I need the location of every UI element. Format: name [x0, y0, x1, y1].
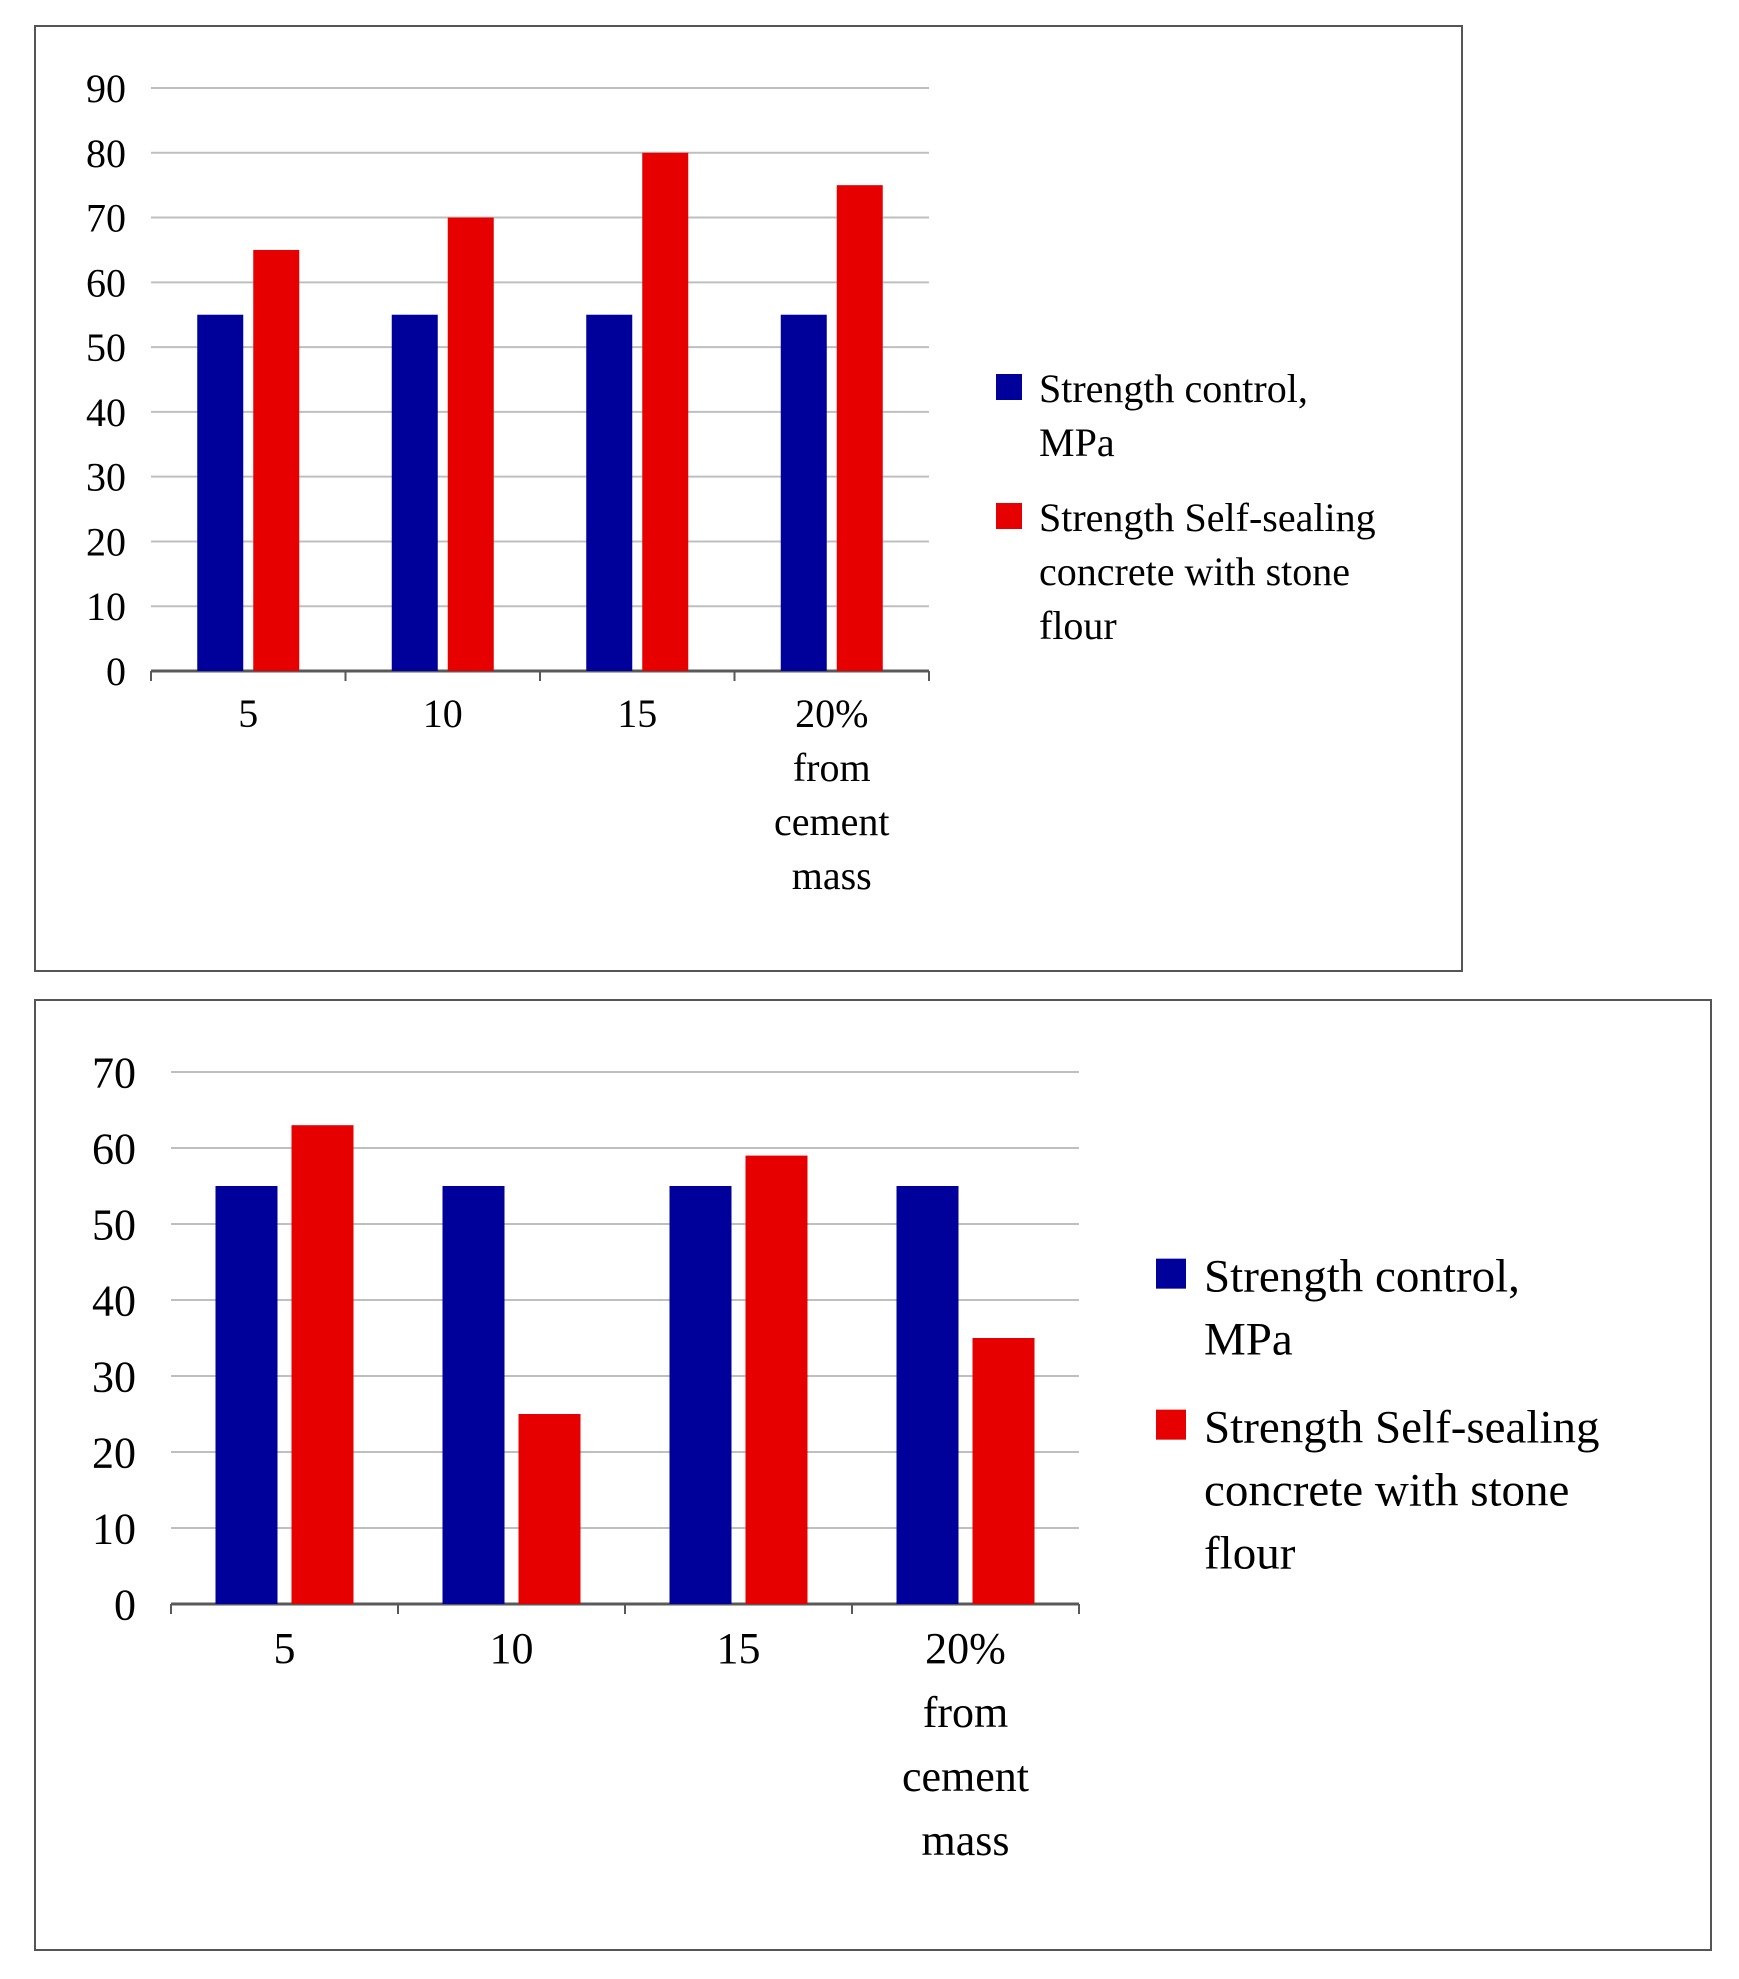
y-tick-label: 10	[86, 584, 126, 629]
legend-label: MPa	[1204, 1314, 1293, 1366]
bar-self-sealing-0	[253, 249, 300, 671]
x-tick-label: 10	[490, 1624, 534, 1673]
y-tick-label: 50	[86, 325, 126, 370]
legend-label: MPa	[1039, 420, 1115, 465]
bar-control-1	[442, 1186, 505, 1604]
y-tick-label: 40	[92, 1276, 136, 1325]
bar-self-sealing-2	[642, 152, 689, 671]
y-tick-label: 40	[86, 390, 126, 435]
y-tick-label: 30	[92, 1352, 136, 1401]
y-tick-label: 80	[86, 131, 126, 176]
x-tick-label: 15	[617, 691, 657, 736]
legend-label: concrete with stone	[1204, 1465, 1569, 1517]
y-tick-label: 0	[114, 1580, 136, 1629]
legend-label: flour	[1039, 603, 1117, 648]
legend-label: flour	[1204, 1528, 1296, 1580]
y-tick-label: 30	[86, 455, 126, 500]
y-tick-label: 20	[86, 519, 126, 564]
legend-swatch-control	[1156, 1258, 1186, 1289]
bar-chart-1: 0 10 20 30 40 50 60 70 80 90 5 10 15 20% from cement mas…	[86, 66, 1376, 898]
bar-control-3	[896, 1186, 959, 1604]
x-tick-label: 20%	[795, 691, 868, 736]
bar-self-sealing-1	[447, 217, 494, 672]
legend-swatch-control	[996, 374, 1022, 400]
bar-control-0	[197, 314, 244, 671]
legend-label: Strength Self-sealing	[1039, 495, 1376, 540]
x-tick-label: cement	[902, 1752, 1029, 1801]
bar-self-sealing-3	[972, 1338, 1035, 1604]
legend-label: Strength control,	[1204, 1251, 1520, 1303]
y-tick-label: 20	[92, 1428, 136, 1477]
bar-self-sealing-0	[291, 1125, 354, 1604]
bar-self-sealing-1	[518, 1414, 581, 1604]
legend-label: concrete with stone	[1039, 549, 1350, 594]
y-tick-label: 50	[92, 1200, 136, 1249]
bar-control-0	[215, 1186, 278, 1604]
x-tick-label: cement	[774, 799, 890, 844]
x-tick-label: 10	[423, 691, 463, 736]
y-tick-label: 10	[92, 1504, 136, 1553]
x-tick-label: 5	[274, 1624, 296, 1673]
legend-swatch-self-sealing	[996, 503, 1022, 529]
legend-label: Strength Self-sealing	[1204, 1402, 1600, 1454]
y-tick-label: 70	[86, 196, 126, 241]
x-tick-label: 20%	[925, 1624, 1006, 1673]
x-tick-label: 15	[717, 1624, 761, 1673]
x-tick-label: 5	[238, 691, 258, 736]
bar-control-2	[669, 1186, 732, 1604]
legend-swatch-self-sealing	[1156, 1409, 1186, 1440]
legend-label: Strength control,	[1039, 366, 1308, 411]
y-tick-label: 0	[106, 649, 126, 694]
x-tick-label: mass	[792, 853, 872, 898]
bar-chart-2: 0 10 20 30 40 50 60 70 5 10 15 20% from cement mass Str…	[92, 1048, 1600, 1865]
bar-control-1	[391, 314, 438, 671]
bar-control-2	[586, 314, 633, 671]
y-tick-label: 60	[86, 260, 126, 305]
y-tick-label: 70	[92, 1048, 136, 1097]
x-tick-label: from	[923, 1688, 1009, 1737]
bar-control-3	[780, 314, 827, 671]
y-tick-label: 90	[86, 66, 126, 111]
x-tick-label: mass	[922, 1816, 1010, 1865]
y-tick-label: 60	[92, 1124, 136, 1173]
chart-panel-2: 0 10 20 30 40 50 60 70 5 10 15 20% from cement mass Str…	[34, 999, 1712, 1951]
x-tick-label: from	[793, 745, 871, 790]
bar-self-sealing-2	[745, 1155, 808, 1604]
chart-panel-1: 0 10 20 30 40 50 60 70 80 90 5 10 15 20% from cement mas…	[34, 25, 1463, 972]
bar-self-sealing-3	[836, 185, 883, 671]
